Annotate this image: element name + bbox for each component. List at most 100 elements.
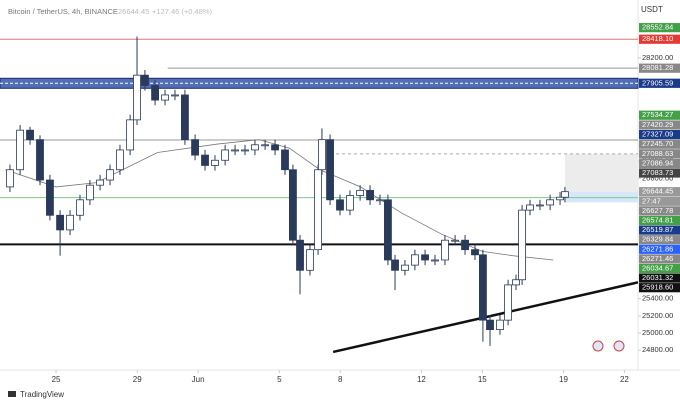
candle-body bbox=[306, 249, 314, 271]
candle-body bbox=[161, 94, 169, 101]
candle-body bbox=[36, 139, 44, 181]
candle-body bbox=[96, 179, 104, 186]
candle-body bbox=[336, 199, 344, 211]
price-label-box bbox=[639, 23, 680, 33]
price-label-box bbox=[639, 254, 680, 264]
x-tick-label: Jun bbox=[192, 375, 205, 384]
x-tick-label: 15 bbox=[478, 375, 487, 384]
candle-body bbox=[221, 149, 230, 161]
y-tick-label: 25000.00 bbox=[642, 328, 673, 337]
candle-body bbox=[536, 204, 544, 207]
y-tick-label: 25200.00 bbox=[642, 311, 673, 320]
price-label: 26627.78 bbox=[642, 206, 673, 215]
candle-body bbox=[26, 129, 34, 141]
price-label-box bbox=[639, 235, 680, 245]
price-label-box bbox=[639, 225, 680, 235]
price-label-box bbox=[639, 139, 680, 149]
price-label: 27534.27 bbox=[642, 110, 673, 119]
candle-body bbox=[496, 319, 504, 331]
price-label-box bbox=[639, 168, 680, 178]
price-label-box bbox=[639, 120, 680, 130]
flag-icon bbox=[613, 340, 625, 352]
price-label-box bbox=[639, 110, 680, 120]
price-label: 26574.81 bbox=[642, 215, 673, 224]
x-tick-label: 25 bbox=[52, 375, 61, 384]
candle-body bbox=[326, 139, 334, 201]
position-risk bbox=[564, 153, 638, 192]
price-label-box bbox=[639, 263, 680, 274]
candle-body bbox=[376, 199, 384, 202]
price-label: 28418.10 bbox=[642, 34, 673, 43]
candle-body bbox=[231, 149, 239, 152]
x-tick-label: 8 bbox=[338, 375, 343, 384]
candle-body bbox=[314, 169, 322, 251]
y-tick-label: 24800.00 bbox=[642, 345, 673, 354]
candle-body bbox=[141, 74, 149, 86]
candle-body bbox=[504, 284, 512, 321]
candle-body bbox=[356, 189, 365, 196]
candle-body bbox=[76, 199, 84, 216]
price-label-box bbox=[639, 129, 680, 140]
candle-body bbox=[116, 149, 124, 171]
price-label: 26034.67 bbox=[642, 263, 673, 272]
candle-body bbox=[411, 254, 419, 266]
candle-body bbox=[512, 279, 520, 286]
y-tick-label: 26800.00 bbox=[642, 173, 673, 182]
candle-body bbox=[106, 169, 114, 181]
price-label: 27086.94 bbox=[642, 158, 673, 167]
price-label: 27905.59 bbox=[642, 78, 673, 87]
price-label: 27088.63 bbox=[642, 149, 673, 158]
x-tick-label: 19 bbox=[559, 375, 568, 384]
x-tick-label: 29 bbox=[133, 375, 142, 384]
price-label-box bbox=[639, 187, 680, 197]
candle-body bbox=[46, 179, 54, 216]
candle-body bbox=[461, 239, 469, 251]
price-label: 26271.86 bbox=[642, 244, 673, 253]
price-label-box bbox=[639, 206, 680, 216]
candle-body bbox=[391, 259, 399, 271]
candle-body bbox=[384, 199, 392, 261]
price-label: 27420.29 bbox=[642, 120, 673, 129]
price-label: 26644.45 bbox=[642, 187, 673, 196]
candle-body bbox=[289, 169, 297, 241]
price-label-box bbox=[639, 34, 680, 44]
price-label: 26031.32 bbox=[642, 273, 673, 282]
candle-body bbox=[526, 204, 534, 211]
price-label: 28552.84 bbox=[642, 23, 673, 32]
candle-body bbox=[561, 191, 569, 198]
candle-body bbox=[346, 195, 354, 211]
change: +127.46 (+0.48%) bbox=[152, 7, 213, 16]
price-label-box bbox=[639, 63, 680, 73]
candle-body bbox=[201, 154, 209, 166]
candle-body bbox=[556, 196, 564, 201]
candle-body bbox=[56, 214, 64, 231]
candle-body bbox=[401, 264, 409, 271]
y-tick-label: 28200.00 bbox=[642, 53, 673, 62]
candle-body bbox=[366, 189, 374, 201]
candle-body bbox=[211, 159, 219, 166]
price-label: 26329.84 bbox=[642, 235, 673, 244]
x-tick-label: 22 bbox=[620, 375, 629, 384]
candle-body bbox=[191, 139, 199, 156]
price-label: 27327.09 bbox=[642, 130, 673, 139]
candle-body bbox=[471, 249, 479, 256]
candle-body bbox=[281, 149, 289, 171]
candle-body bbox=[6, 169, 14, 188]
price-label: 27245.70 bbox=[642, 139, 673, 148]
price-label: 28081.28 bbox=[642, 63, 673, 72]
candle-body bbox=[271, 144, 279, 151]
price-label: 26271.46 bbox=[642, 254, 673, 263]
price-label-box bbox=[639, 283, 680, 293]
price-label: 26519.87 bbox=[642, 225, 673, 234]
countdown-box bbox=[639, 196, 680, 206]
candle-body bbox=[261, 144, 270, 147]
position-reward bbox=[564, 191, 638, 203]
x-tick-label: 12 bbox=[417, 375, 426, 384]
brand: TradingView bbox=[20, 390, 64, 399]
countdown: 27:47 bbox=[642, 196, 661, 205]
candle-body bbox=[171, 94, 179, 97]
price-label-box bbox=[639, 215, 680, 226]
price-label: 27083.73 bbox=[642, 168, 673, 177]
chart-title: Bitcoin / TetherUS, 4h, BINANCE bbox=[8, 7, 118, 16]
